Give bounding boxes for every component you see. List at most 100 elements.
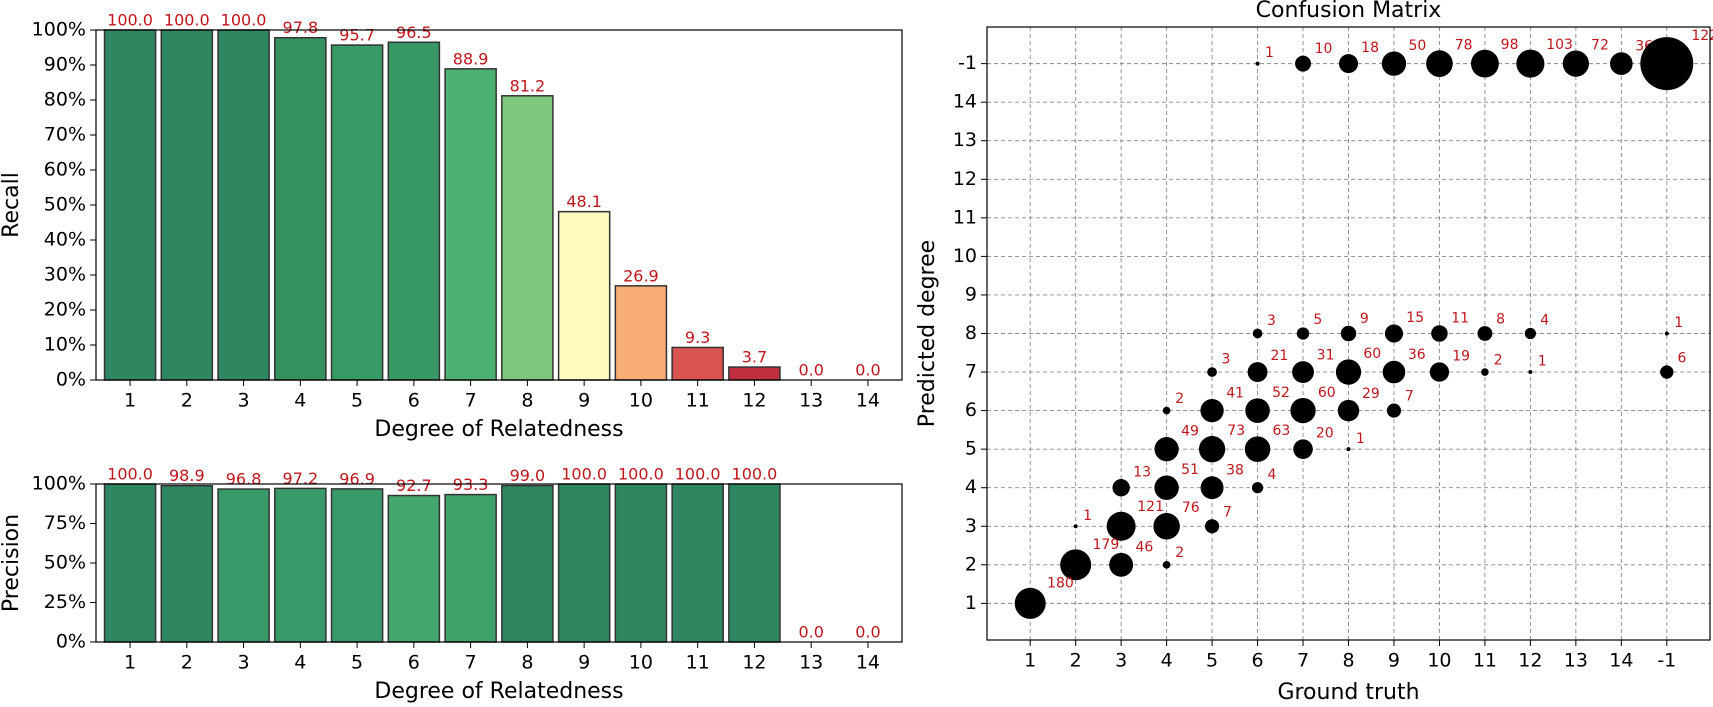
x-tick-label: 14	[1609, 650, 1633, 672]
y-tick-label: 2	[965, 553, 977, 575]
chart-title: Confusion Matrix	[1256, 0, 1442, 23]
bubble	[1251, 482, 1264, 494]
bubble	[1381, 51, 1407, 76]
bubble	[1207, 367, 1217, 377]
bar	[728, 483, 781, 643]
bubble	[1610, 52, 1633, 75]
y-tick-label: 90%	[44, 54, 86, 76]
value-label: 97.2	[283, 469, 319, 488]
x-tick-label: 13	[1564, 650, 1588, 672]
value-label: 0.0	[798, 623, 823, 642]
value-label: 98.9	[169, 466, 205, 485]
x-tick-label: 11	[686, 652, 710, 674]
bubble-label: 1	[1356, 431, 1365, 447]
bar	[387, 41, 441, 381]
value-label: 9.3	[685, 328, 710, 347]
x-tick-label: 2	[181, 390, 193, 412]
y-tick-label: 50%	[44, 552, 86, 574]
value-label: 81.2	[510, 76, 546, 95]
bubble	[1162, 406, 1171, 415]
bar	[103, 29, 157, 381]
bubble	[1200, 398, 1224, 423]
x-tick-label: 1	[124, 652, 136, 674]
bubble-label: 72	[1591, 37, 1609, 53]
y-tick-label: 100%	[32, 19, 86, 41]
x-tick-label: 13	[799, 390, 823, 412]
bubble	[1477, 326, 1493, 341]
bubble	[1154, 475, 1179, 500]
x-tick-label: 8	[521, 390, 533, 412]
bar	[274, 36, 327, 381]
bubble-label: 1	[1083, 508, 1092, 524]
value-label: 95.7	[339, 26, 375, 45]
bubble	[1386, 403, 1402, 418]
x-tick-label: 3	[238, 390, 250, 412]
x-tick-label: 12	[742, 390, 766, 412]
bubble-label: 3	[1221, 352, 1230, 368]
x-tick-label: 10	[629, 390, 653, 412]
bubble	[1200, 476, 1224, 500]
x-tick-label: 10	[629, 652, 653, 674]
bubble-label: 41	[1226, 385, 1244, 401]
value-label: 100.0	[561, 465, 607, 484]
y-tick-label: 4	[965, 476, 977, 498]
bubble	[1014, 587, 1046, 619]
x-tick-label: 4	[294, 652, 306, 674]
bubble-label: 1	[1538, 354, 1547, 370]
x-axis-label: Ground truth	[1277, 680, 1419, 705]
y-tick-label: 10	[953, 245, 977, 267]
bubble	[1426, 50, 1453, 77]
bubble	[1154, 437, 1179, 462]
bubble-label: 2	[1175, 545, 1184, 561]
bubble	[1112, 479, 1130, 497]
bubble-label: 6	[1677, 350, 1686, 366]
bar	[444, 493, 497, 643]
bubble	[1346, 447, 1351, 452]
value-label: 97.8	[283, 18, 319, 37]
bubble-label: 21	[1270, 348, 1288, 364]
value-label: 96.9	[339, 469, 375, 488]
y-axis-label: Predicted degree	[915, 240, 940, 427]
plot-frame	[986, 26, 1711, 641]
bubble	[1198, 436, 1226, 463]
y-tick-label: 70%	[44, 124, 86, 146]
bubble-label: 78	[1455, 37, 1473, 53]
x-tick-label: 5	[1206, 650, 1218, 672]
y-axis-label: Recall	[0, 172, 24, 238]
bubble	[1516, 49, 1545, 78]
y-tick-label: 25%	[44, 591, 86, 613]
bubble-label: 51	[1181, 462, 1199, 478]
y-tick-label: 1	[965, 592, 977, 614]
bubble	[1528, 370, 1533, 375]
x-tick-label: 10	[1427, 650, 1451, 672]
y-tick-label: 100%	[32, 473, 86, 495]
x-tick-label: 14	[856, 390, 880, 412]
bubble-label: 13	[1133, 465, 1151, 481]
value-label: 92.7	[396, 476, 432, 495]
y-tick-label: 8	[965, 322, 977, 344]
bubble-label: 50	[1408, 38, 1426, 54]
y-tick-label: 75%	[44, 512, 86, 534]
bubble	[1247, 362, 1268, 382]
y-tick-label: 6	[965, 399, 977, 421]
x-tick-label: 8	[521, 652, 533, 674]
value-label: 88.9	[453, 49, 489, 68]
y-tick-label: 13	[953, 129, 977, 151]
bar	[671, 346, 724, 381]
bubble-label: 11	[1451, 311, 1469, 327]
bubble-label: 60	[1318, 385, 1336, 401]
bubble	[1244, 436, 1271, 462]
bar	[217, 488, 270, 643]
plot-frame	[95, 29, 903, 381]
bubble	[1384, 324, 1404, 343]
bubble	[1338, 54, 1359, 74]
x-tick-label: 7	[465, 652, 477, 674]
y-tick-label: 12	[953, 168, 977, 190]
value-label: 100.0	[221, 11, 267, 30]
bar	[671, 483, 724, 643]
y-tick-label: 20%	[44, 299, 86, 321]
bubble	[1660, 365, 1674, 379]
bubble	[1664, 331, 1669, 336]
bubble-label: 5	[1313, 312, 1322, 328]
